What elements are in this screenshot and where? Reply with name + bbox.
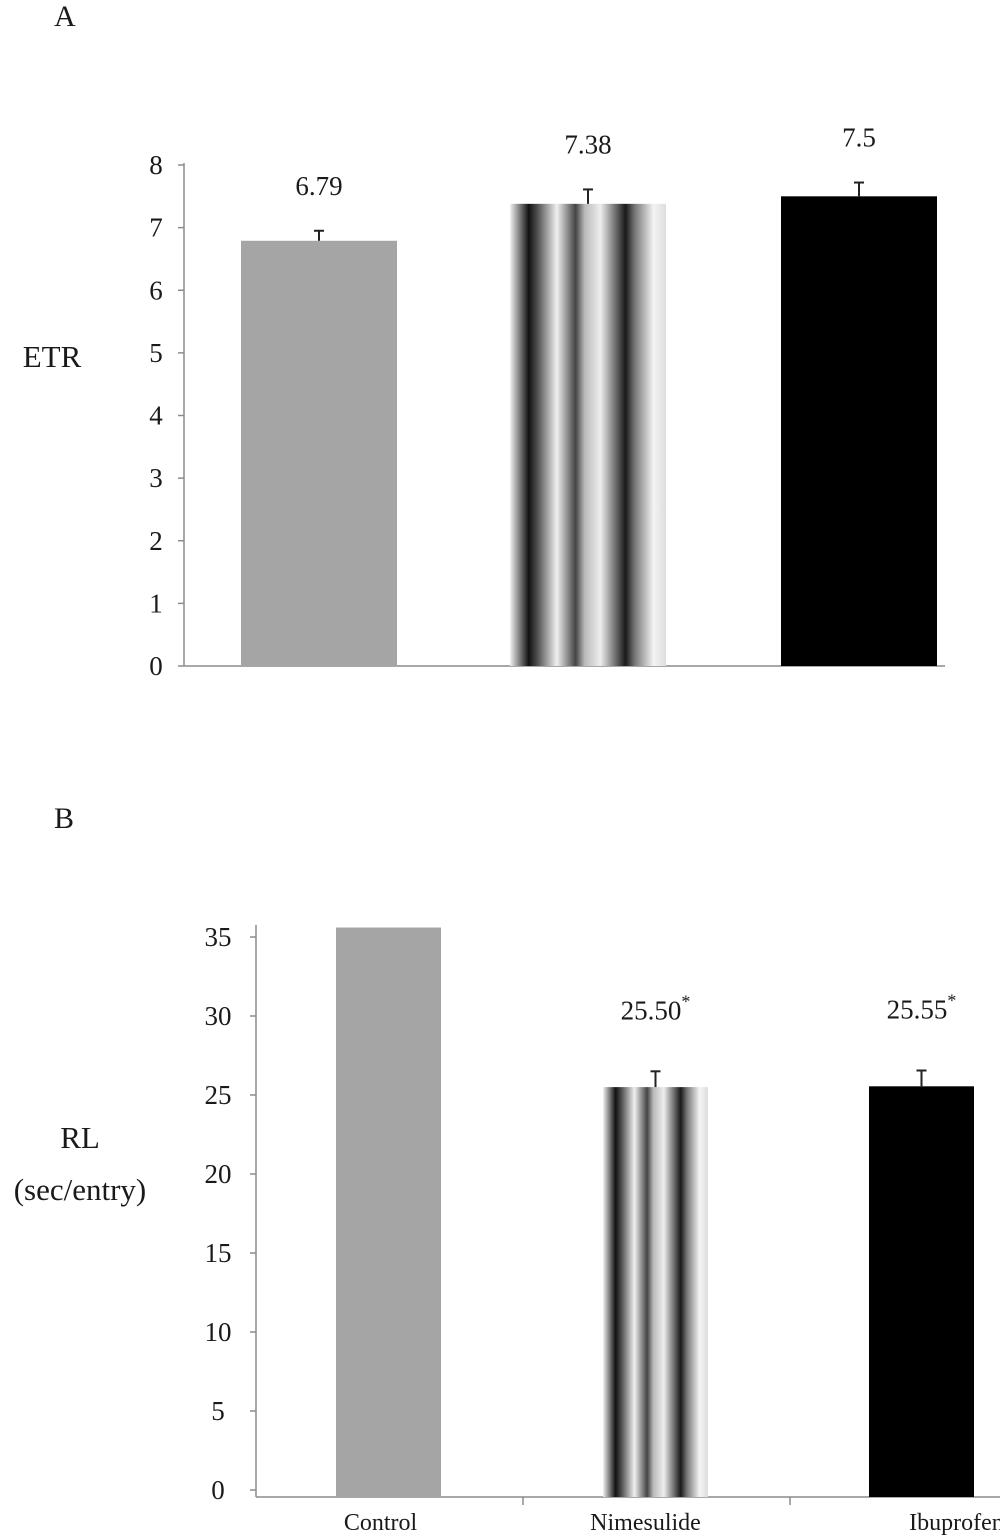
panel-b-y-ticks: 0 5 10 15 20 25 30 35 <box>205 922 256 1505</box>
bar-ibuprofen <box>869 1086 974 1497</box>
panel-a-bars <box>241 181 937 666</box>
panel-b-y-axis-label: RL <box>60 1120 100 1155</box>
bar-3 <box>781 196 937 666</box>
bar-nimesulide <box>603 1087 708 1497</box>
y-tick-label: 0 <box>211 1475 225 1505</box>
panel-b-letter: B <box>54 802 74 835</box>
bar-1 <box>241 240 397 666</box>
value-label: 25.55* <box>887 991 957 1025</box>
value-label: 25.50* <box>621 991 691 1025</box>
panel-a-y-ticks: 0 1 2 3 4 5 6 7 8 <box>149 150 184 681</box>
y-tick-label: 2 <box>149 526 163 556</box>
category-label: Nimesulide <box>590 1510 701 1536</box>
value-label: 7.5 <box>842 123 876 153</box>
panel-b-value-labels: 25.50* 25.55* <box>621 991 957 1026</box>
panel-b-bars <box>336 927 974 1497</box>
y-tick-label: 0 <box>149 651 163 681</box>
y-tick-label: 5 <box>149 338 163 368</box>
category-label: Control <box>344 1510 418 1536</box>
bar-control <box>336 927 441 1497</box>
value-label: 6.79 <box>295 171 342 201</box>
category-label: Ibuprofen <box>909 1510 1000 1536</box>
y-tick-label: 15 <box>205 1238 232 1268</box>
y-tick-label: 7 <box>149 213 163 243</box>
y-tick-label: 35 <box>205 922 232 952</box>
y-tick-label: 25 <box>205 1080 232 1110</box>
y-tick-label: 1 <box>149 588 163 618</box>
panel-a-value-labels: 6.79 7.38 7.5 <box>295 123 876 201</box>
panel-a: A ETR 0 1 2 3 4 5 6 7 8 6.79 7.38 7.5 <box>23 0 945 681</box>
panel-a-letter: A <box>54 0 76 33</box>
panel-b-y-axis-label-unit: (sec/entry) <box>14 1172 147 1207</box>
y-tick-label: 3 <box>149 463 163 493</box>
bar-2 <box>510 203 666 666</box>
y-tick-label: 5 <box>211 1396 225 1426</box>
panel-b-category-labels: Control Nimesulide Ibuprofen <box>344 1510 1000 1536</box>
y-tick-label: 6 <box>149 275 163 305</box>
y-tick-label: 20 <box>205 1159 232 1189</box>
y-tick-label: 8 <box>149 150 163 180</box>
y-tick-label: 10 <box>205 1317 232 1347</box>
value-label: 7.38 <box>564 129 611 159</box>
y-tick-label: 30 <box>205 1001 232 1031</box>
panel-a-y-axis-label: ETR <box>23 339 82 374</box>
y-tick-label: 4 <box>149 401 163 431</box>
